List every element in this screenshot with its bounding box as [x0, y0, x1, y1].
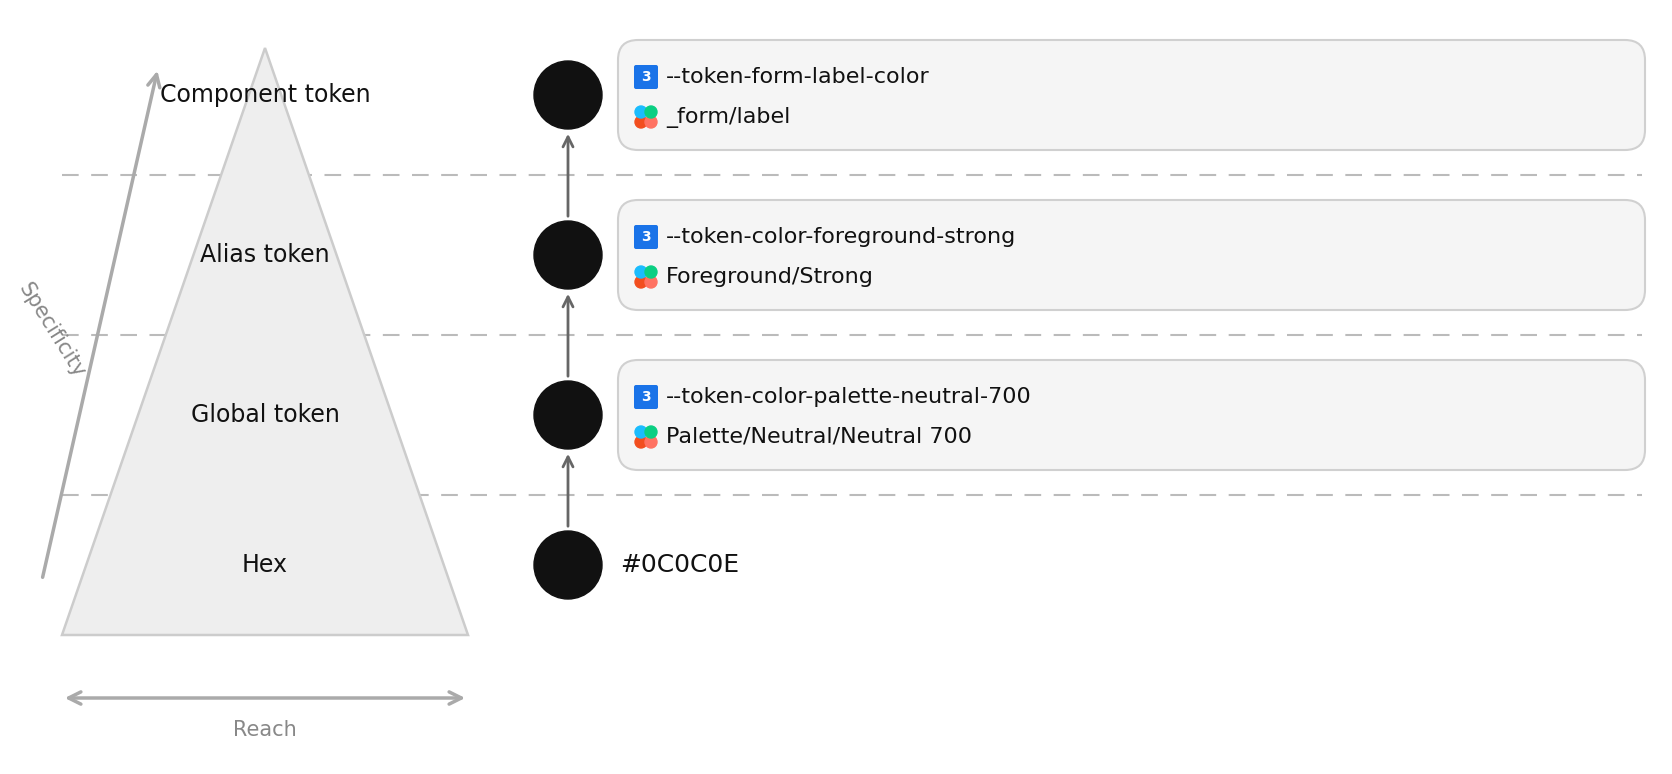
- FancyBboxPatch shape: [619, 360, 1645, 470]
- Text: #0C0C0E: #0C0C0E: [620, 553, 739, 577]
- Text: Specificity: Specificity: [15, 279, 89, 381]
- Circle shape: [635, 116, 647, 128]
- Circle shape: [645, 106, 657, 118]
- Text: --token-form-label-color: --token-form-label-color: [665, 67, 930, 87]
- Text: Palette/Neutral/Neutral 700: Palette/Neutral/Neutral 700: [665, 427, 971, 447]
- FancyBboxPatch shape: [619, 40, 1645, 150]
- Text: Component token: Component token: [161, 83, 370, 107]
- Text: Hex: Hex: [242, 553, 288, 577]
- Circle shape: [533, 221, 602, 289]
- Circle shape: [635, 436, 647, 448]
- FancyBboxPatch shape: [619, 200, 1645, 310]
- Text: Reach: Reach: [232, 720, 298, 740]
- Circle shape: [645, 426, 657, 438]
- Circle shape: [533, 381, 602, 449]
- Circle shape: [645, 116, 657, 128]
- Circle shape: [533, 531, 602, 599]
- Circle shape: [635, 106, 647, 118]
- Circle shape: [635, 426, 647, 438]
- Text: _form/label: _form/label: [665, 107, 791, 128]
- Text: 3: 3: [640, 70, 650, 84]
- Text: 3: 3: [640, 230, 650, 244]
- Text: 3: 3: [640, 390, 650, 404]
- Circle shape: [533, 61, 602, 129]
- Polygon shape: [62, 48, 468, 635]
- Text: --token-color-palette-neutral-700: --token-color-palette-neutral-700: [665, 387, 1032, 407]
- Circle shape: [645, 266, 657, 278]
- FancyBboxPatch shape: [634, 385, 659, 409]
- Text: Global token: Global token: [191, 403, 339, 427]
- FancyBboxPatch shape: [634, 65, 659, 89]
- Text: Foreground/Strong: Foreground/Strong: [665, 267, 874, 287]
- Text: Alias token: Alias token: [201, 243, 329, 267]
- FancyBboxPatch shape: [634, 225, 659, 249]
- Circle shape: [635, 276, 647, 288]
- Circle shape: [645, 436, 657, 448]
- Circle shape: [645, 276, 657, 288]
- Circle shape: [635, 266, 647, 278]
- Text: --token-color-foreground-strong: --token-color-foreground-strong: [665, 227, 1017, 247]
